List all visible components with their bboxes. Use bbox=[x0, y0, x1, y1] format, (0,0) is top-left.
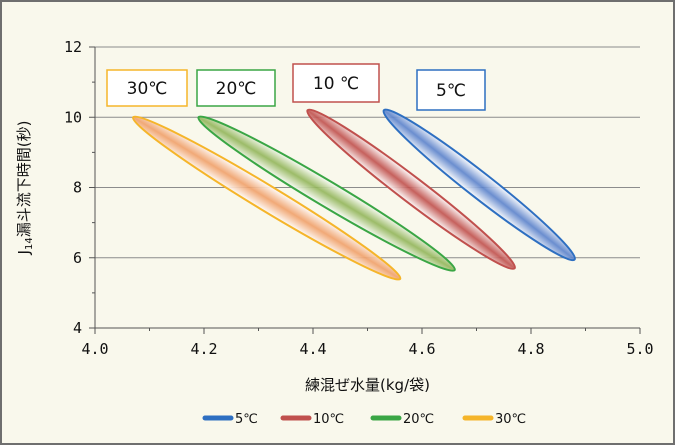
annotation-box-2 bbox=[292, 63, 380, 103]
axes: 4 6 8 10 12 4.0 4.2 4.4 4.6 4.8 5.0 bbox=[64, 38, 654, 358]
x-tick-label-4.6: 4.6 bbox=[408, 340, 435, 358]
ellipse-5℃ bbox=[382, 108, 576, 262]
legend-label-20℃: 20℃ bbox=[403, 412, 434, 427]
ellipse-30℃ bbox=[131, 115, 402, 281]
y-axis-label-rest: 漏斗流下時間(秒) bbox=[15, 121, 33, 238]
y-tick-label-6: 6 bbox=[73, 249, 82, 267]
annotation-label-0: 30℃ bbox=[127, 79, 168, 99]
y-axis-label: J14漏斗流下時間(秒) bbox=[15, 121, 35, 256]
annotation-box-0 bbox=[106, 69, 188, 107]
x-axis-label: 練混ぜ水量(kg/袋) bbox=[305, 376, 430, 394]
legend-label-5℃: 5℃ bbox=[235, 412, 258, 427]
x-tick-label-4.2: 4.2 bbox=[190, 340, 217, 358]
y-axis-label-sub: 14 bbox=[24, 237, 35, 250]
data-ellipses bbox=[131, 108, 576, 281]
y-tick-label-12: 12 bbox=[64, 38, 82, 56]
annotation-label-1: 20℃ bbox=[216, 79, 257, 99]
x-tick-label-4.8: 4.8 bbox=[517, 340, 544, 358]
x-tick-label-4.4: 4.4 bbox=[299, 340, 326, 358]
y-tick-label-4: 4 bbox=[73, 319, 82, 337]
y-tick-label-8: 8 bbox=[73, 179, 82, 197]
ellipse-20℃ bbox=[197, 115, 456, 272]
y-tick-label-10: 10 bbox=[64, 108, 82, 126]
x-tick-label-5.0: 5.0 bbox=[626, 340, 653, 358]
legend-label-10℃: 10℃ bbox=[313, 412, 344, 427]
annotations: 30℃ 20℃ 10 ℃ 5℃ bbox=[106, 63, 486, 111]
legend-label-30℃: 30℃ bbox=[495, 412, 526, 427]
ellipse-10℃ bbox=[306, 108, 516, 270]
annotation-label-3: 5℃ bbox=[436, 81, 466, 101]
annotation-label-2: 10 ℃ bbox=[313, 74, 359, 94]
annotation-box-1 bbox=[196, 69, 276, 107]
legend: 5℃ 10℃ 20℃ 30℃ bbox=[202, 412, 526, 427]
x-tick-label-4.0: 4.0 bbox=[81, 340, 108, 358]
y-axis-label-main: J bbox=[15, 250, 33, 255]
annotation-box-3 bbox=[416, 69, 486, 111]
